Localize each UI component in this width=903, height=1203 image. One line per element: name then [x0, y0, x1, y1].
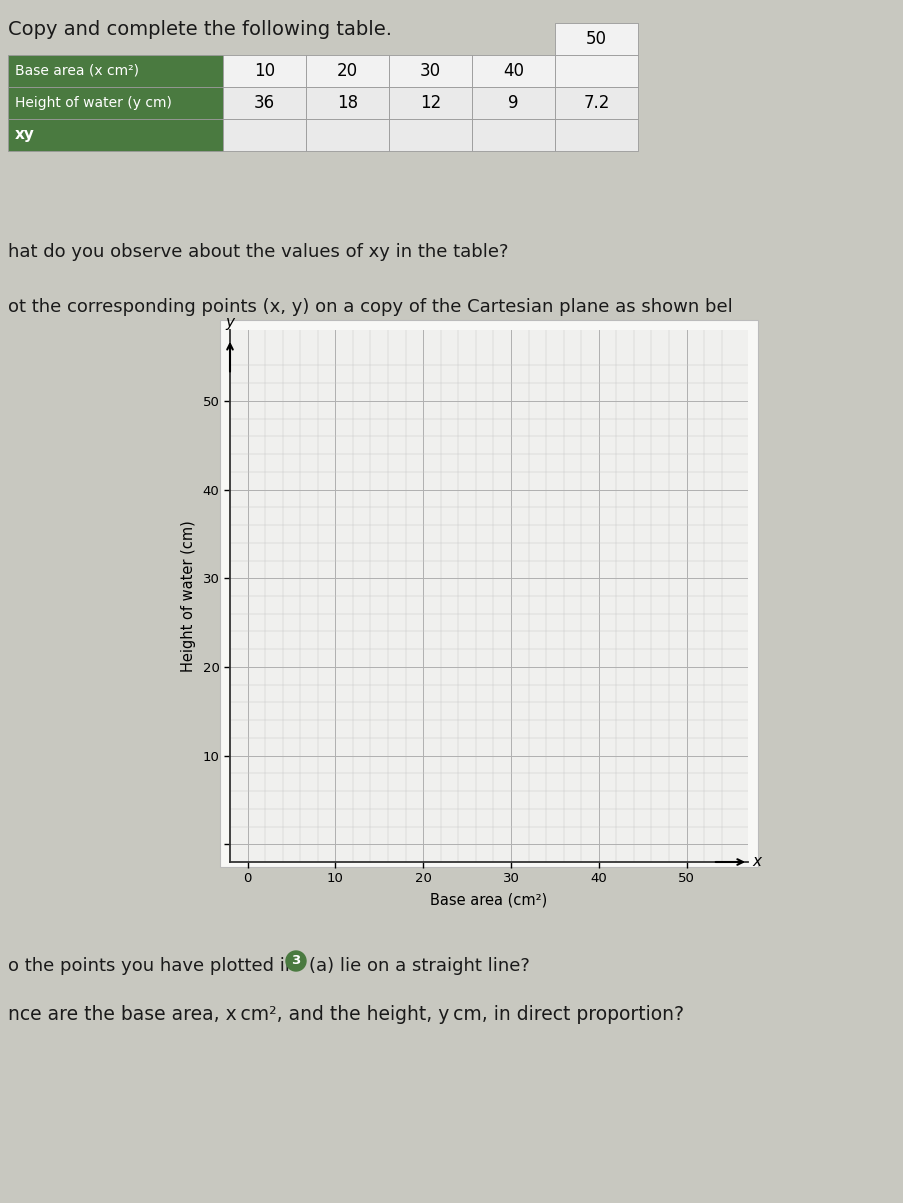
Y-axis label: Height of water (cm): Height of water (cm): [181, 520, 196, 671]
Text: Base area (x cm²): Base area (x cm²): [15, 64, 139, 78]
Bar: [223, 55, 305, 87]
Text: 20: 20: [337, 63, 358, 81]
Text: (a) lie on a straight line?: (a) lie on a straight line?: [309, 958, 529, 974]
Text: nce are the base area, x cm², and the height, y cm, in direct proportion?: nce are the base area, x cm², and the he…: [8, 1005, 684, 1024]
Bar: [8, 87, 223, 119]
Text: 12: 12: [419, 94, 441, 112]
Text: 10: 10: [254, 63, 275, 81]
Bar: [223, 119, 305, 152]
Text: y: y: [225, 315, 234, 330]
Text: o the points you have plotted in: o the points you have plotted in: [8, 958, 296, 974]
Text: 30: 30: [420, 63, 441, 81]
Bar: [471, 87, 554, 119]
Bar: [554, 87, 638, 119]
Text: xy: xy: [15, 128, 35, 142]
Bar: [388, 55, 471, 87]
Bar: [305, 119, 388, 152]
Bar: [554, 23, 638, 55]
Text: 18: 18: [337, 94, 358, 112]
Text: 50: 50: [585, 30, 606, 48]
Bar: [8, 55, 223, 87]
X-axis label: Base area (cm²): Base area (cm²): [430, 893, 547, 907]
Bar: [305, 55, 388, 87]
Text: Copy and complete the following table.: Copy and complete the following table.: [8, 20, 392, 38]
Text: 7.2: 7.2: [582, 94, 609, 112]
Text: 40: 40: [502, 63, 524, 81]
Bar: [471, 119, 554, 152]
Text: 36: 36: [254, 94, 275, 112]
Text: 3: 3: [291, 954, 301, 967]
Text: 9: 9: [507, 94, 518, 112]
Bar: [388, 87, 471, 119]
Text: x: x: [751, 854, 760, 870]
Text: ot the corresponding points (x, y) on a copy of the Cartesian plane as shown bel: ot the corresponding points (x, y) on a …: [8, 298, 732, 316]
Bar: [388, 119, 471, 152]
Bar: [554, 119, 638, 152]
Bar: [8, 119, 223, 152]
Bar: [471, 55, 554, 87]
Text: Height of water (y cm): Height of water (y cm): [15, 96, 172, 109]
Bar: [554, 55, 638, 87]
Bar: [305, 87, 388, 119]
Text: hat do you observe about the values of xy in the table?: hat do you observe about the values of x…: [8, 243, 508, 261]
Bar: [223, 87, 305, 119]
Circle shape: [285, 952, 305, 971]
Bar: [219, 320, 757, 867]
